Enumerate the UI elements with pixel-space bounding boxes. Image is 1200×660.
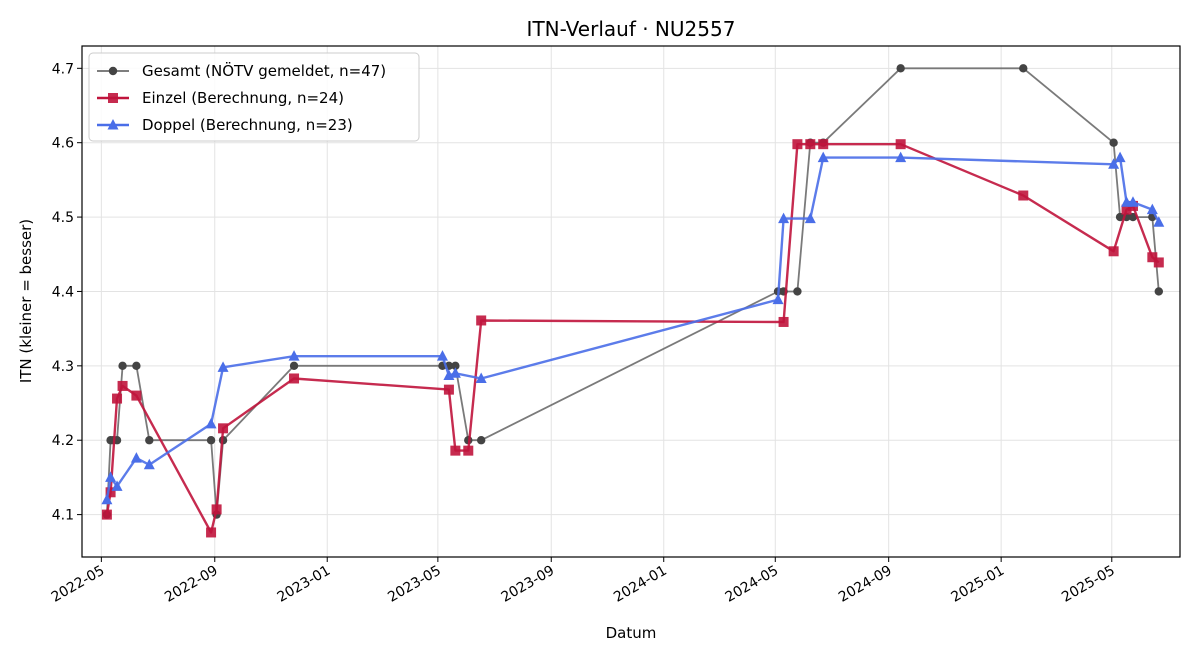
data-point (211, 504, 222, 515)
data-point (1127, 196, 1139, 207)
plot-frame (81, 45, 1181, 558)
data-point (1153, 216, 1165, 227)
data-point (217, 361, 229, 372)
legend-marker (107, 119, 119, 130)
data-point (105, 471, 117, 482)
data-point (206, 527, 217, 538)
data-point (206, 436, 216, 445)
data-point (792, 139, 803, 150)
legend-label: Doppel (Berechnung, n=23) (142, 116, 353, 134)
data-point (289, 373, 300, 384)
legend-label: Einzel (Berechnung, n=24) (142, 89, 344, 107)
data-point (1121, 204, 1132, 215)
data-point (1019, 64, 1028, 73)
data-point (475, 372, 487, 383)
data-point (818, 139, 829, 150)
data-point (805, 139, 816, 150)
data-point (463, 445, 474, 456)
data-point (443, 384, 454, 395)
legend-marker (108, 66, 118, 76)
data-point (1146, 203, 1158, 215)
data-point (1109, 138, 1118, 147)
data-point (778, 212, 790, 224)
data-point (817, 151, 829, 163)
data-point (793, 287, 802, 296)
legend-label: Gesamt (NÖTV gemeldet, n=47) (142, 61, 386, 80)
series-triangle (101, 151, 1165, 505)
y-tick-label: 4.6 (52, 136, 74, 152)
data-point (132, 361, 141, 371)
data-point (451, 361, 460, 371)
data-point (1114, 151, 1126, 163)
data-point (895, 151, 907, 163)
data-point (1128, 212, 1138, 222)
y-tick-label: 4.2 (52, 433, 74, 449)
data-point (449, 367, 461, 378)
data-point (896, 64, 905, 73)
data-point (804, 212, 816, 224)
legend-marker (108, 93, 118, 103)
y-axis: 4.1 4.2 4.3 4.4 4.5 4.6 4.7 (52, 61, 82, 524)
data-point (772, 293, 784, 305)
legend: Gesamt (NÖTV gemeldet, n=47) Einzel (Bere… (88, 52, 420, 142)
data-point (1147, 252, 1158, 263)
data-point (1154, 287, 1163, 296)
data-point (288, 350, 300, 361)
data-point (118, 361, 127, 371)
y-tick-label: 4.1 (52, 508, 74, 524)
data-point (111, 480, 123, 491)
series-group (101, 64, 1165, 538)
data-point (895, 139, 906, 150)
data-point (476, 436, 486, 445)
data-point (1108, 246, 1119, 257)
data-point (1153, 257, 1164, 268)
data-point (101, 509, 112, 520)
data-point (476, 315, 487, 326)
y-tick-label: 4.4 (52, 284, 74, 300)
data-point (218, 423, 229, 434)
data-point (117, 380, 128, 391)
chart-title: ITN-Verlauf · NU2557 (527, 17, 736, 41)
data-point (436, 350, 448, 361)
data-point (778, 316, 789, 327)
y-axis-label: ITN (kleiner = besser) (17, 219, 35, 383)
data-point (112, 393, 123, 404)
data-point (289, 361, 299, 371)
data-point (101, 493, 113, 505)
data-point (131, 390, 142, 401)
y-tick-label: 4.5 (52, 210, 74, 226)
data-point (1115, 212, 1125, 222)
data-point (143, 458, 155, 470)
x-axis-label: Datum (606, 624, 657, 642)
data-point (205, 417, 217, 429)
data-point (450, 445, 461, 456)
data-point (1108, 158, 1120, 169)
legend-box (88, 52, 420, 142)
data-point (1018, 190, 1029, 201)
y-tick-label: 4.3 (52, 359, 74, 375)
y-tick-label: 4.7 (52, 61, 74, 77)
series-square (101, 139, 1164, 538)
data-point (130, 452, 142, 463)
data-point (105, 487, 116, 498)
data-point (145, 436, 154, 445)
